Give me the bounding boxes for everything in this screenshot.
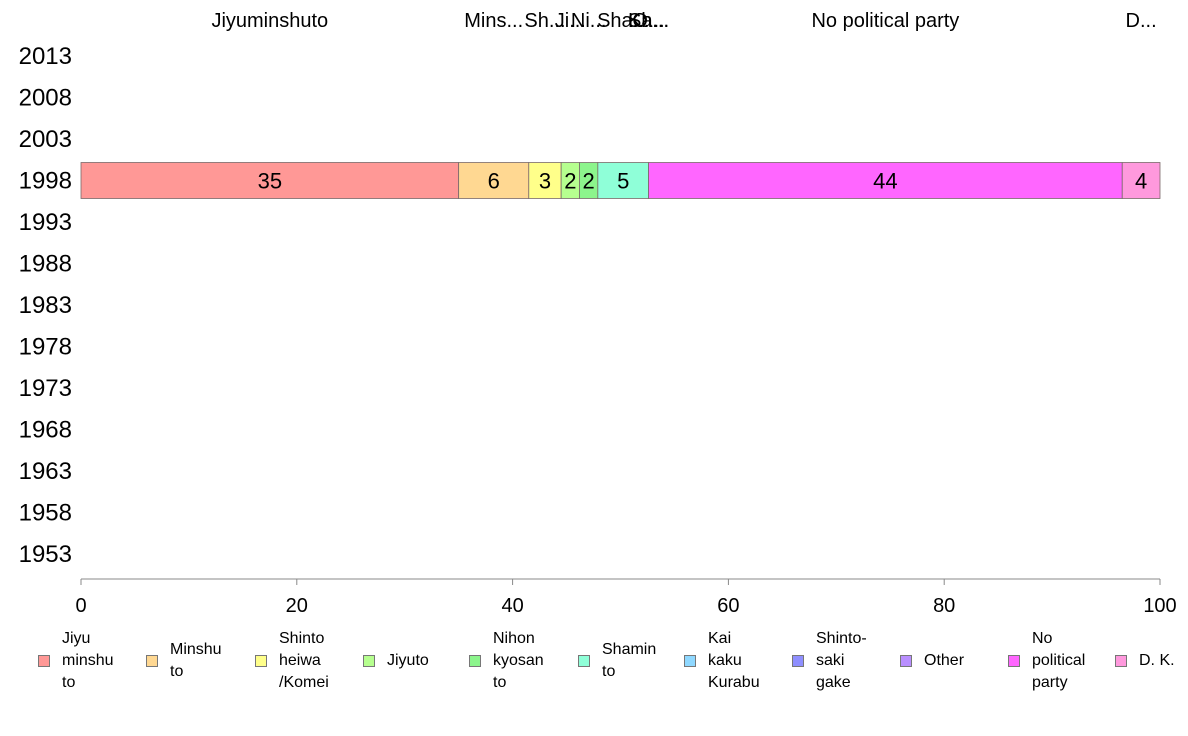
legend-item: Shamin to — [578, 628, 656, 694]
legend-label: Nihon kyosan to — [493, 630, 544, 691]
legend-swatch — [38, 655, 50, 667]
legend-swatch — [792, 655, 804, 667]
series-top-label: D... — [1126, 10, 1157, 32]
y-tick-label: 1963 — [19, 458, 72, 485]
x-tick-label: 0 — [75, 595, 86, 617]
series-top-label: No political party — [811, 10, 959, 32]
x-tick-label: 80 — [933, 595, 955, 617]
x-tick-label: 60 — [717, 595, 739, 617]
legend-swatch — [255, 655, 267, 667]
legend-item: Nihon kyosan to — [469, 628, 544, 694]
legend-label: Jiyu minshu to — [62, 630, 114, 691]
y-tick-label: 1958 — [19, 500, 72, 527]
legend-item: D. K. — [1115, 628, 1175, 694]
legend-label: Kai kaku Kurabu — [708, 630, 760, 691]
legend-label: D. K. — [1139, 652, 1175, 669]
legend-item: Shinto heiwa /Komei — [255, 628, 329, 694]
legend-item: Jiyu minshu to — [38, 628, 114, 694]
bar-data-label: 4 — [1135, 169, 1147, 194]
bars: 35 6 3 2 2 5 44 4 — [80, 162, 1161, 199]
series-top-label: Ji... — [555, 10, 586, 32]
series-top-labels: Jiyuminshuto Mins... Sh...Ji...Ni...Sha...… — [211, 10, 1156, 32]
x-tick-label: 40 — [501, 595, 523, 617]
legend-swatch — [1008, 655, 1020, 667]
series-top-label: Sha... — [597, 10, 649, 32]
series-top-label: Mins... — [464, 10, 523, 32]
y-tick-label: 1993 — [19, 209, 72, 236]
series-top-label: Sh... — [628, 10, 669, 32]
y-tick-label: 1983 — [19, 292, 72, 319]
bar-segment — [528, 162, 562, 199]
legend-label: Shamin to — [602, 641, 657, 680]
bar-segment — [458, 162, 530, 199]
y-tick-label: 1968 — [19, 417, 72, 444]
series-top-label: Ka... — [628, 10, 669, 32]
series-top-label: Jiyuminshuto — [211, 10, 328, 32]
series-top-label: O... — [632, 10, 664, 32]
bar-data-label: 5 — [617, 169, 629, 194]
bar-data-label: 2 — [583, 169, 595, 194]
y-tick-label: 2008 — [19, 85, 72, 112]
legend-item: Minshu to — [146, 628, 222, 694]
bar-data-label: 6 — [488, 169, 500, 194]
legend-label: Other — [924, 652, 965, 669]
bar-data-label: 3 — [539, 169, 551, 194]
bar-segment — [648, 162, 1123, 199]
y-tick-label: 1953 — [19, 541, 72, 568]
bar-data-label: 44 — [873, 169, 897, 194]
y-tick-label: 2013 — [19, 43, 72, 70]
x-tick-label: 20 — [286, 595, 308, 617]
legend-item: Shinto- saki gake — [792, 628, 867, 694]
y-tick-label: 1978 — [19, 334, 72, 361]
legend-label: Shinto- saki gake — [816, 630, 867, 691]
y-tick-label: 1988 — [19, 251, 72, 278]
legend-swatch — [578, 655, 590, 667]
series-top-label: Ni... — [571, 10, 607, 32]
bar-data-label: 2 — [564, 169, 576, 194]
legend-label: Jiyuto — [387, 652, 429, 669]
legend-item: Other — [900, 628, 964, 694]
y-tick-label: 1973 — [19, 375, 72, 402]
bar-data-label: 35 — [258, 169, 282, 194]
legend-item: No political party — [1008, 628, 1085, 694]
legend-swatch — [900, 655, 912, 667]
legend-item: Jiyuto — [363, 628, 429, 694]
legend-swatch — [1115, 655, 1127, 667]
y-axis: 2013 2008 2003 1998 1993 1988 1983 1978 1973 1968… — [19, 43, 72, 568]
legend-swatch — [146, 655, 158, 667]
x-axis: 0 20 40 60 80 100 — [75, 578, 1177, 617]
bar-segment — [1121, 162, 1161, 199]
legend-swatch — [363, 655, 375, 667]
y-tick-label: 1998 — [19, 168, 72, 195]
stacked-bar-chart: Jiyuminshuto Mins... Sh...Ji...Ni...Sha...… — [19, 10, 1177, 617]
legend-label: Shinto heiwa /Komei — [279, 630, 329, 691]
legend-label: No political party — [1032, 630, 1086, 691]
legend-swatch — [684, 655, 696, 667]
series-top-label: Sh... — [524, 10, 565, 32]
y-tick-label: 2003 — [19, 126, 72, 153]
x-tick-label: 100 — [1143, 595, 1176, 617]
legend-swatch — [469, 655, 481, 667]
legend: Jiyu minshu to Minshu to Shinto heiwa /Kom… — [38, 628, 1188, 708]
legend-label: Minshu to — [170, 641, 222, 680]
legend-item: Kai kaku Kurabu — [684, 628, 760, 694]
